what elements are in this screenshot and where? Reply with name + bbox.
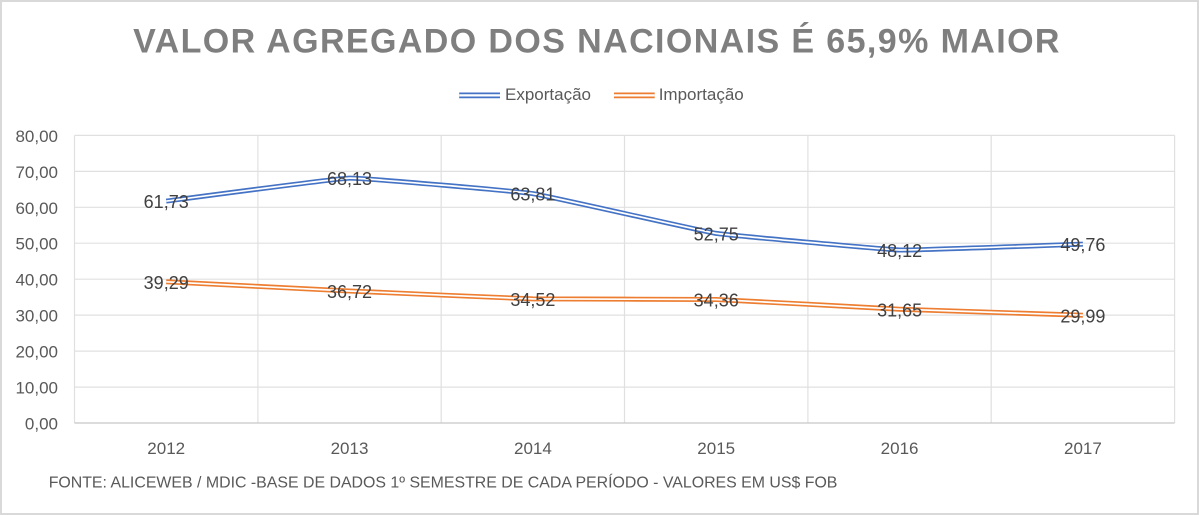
svg-text:70,00: 70,00 — [15, 163, 58, 182]
svg-text:34,52: 34,52 — [510, 290, 555, 310]
svg-text:39,29: 39,29 — [144, 273, 189, 293]
svg-text:2015: 2015 — [697, 439, 735, 458]
svg-text:29,99: 29,99 — [1060, 306, 1105, 326]
svg-text:30,00: 30,00 — [15, 307, 58, 326]
svg-text:Importação: Importação — [659, 85, 744, 104]
svg-text:31,65: 31,65 — [877, 300, 922, 320]
svg-text:48,12: 48,12 — [877, 241, 922, 261]
svg-text:68,13: 68,13 — [327, 169, 372, 189]
svg-text:Exportação: Exportação — [505, 85, 591, 104]
svg-text:2016: 2016 — [881, 439, 919, 458]
svg-text:36,72: 36,72 — [327, 282, 372, 302]
svg-text:2012: 2012 — [147, 439, 185, 458]
svg-text:49,76: 49,76 — [1060, 235, 1105, 255]
svg-text:61,73: 61,73 — [144, 192, 189, 212]
svg-text:2017: 2017 — [1064, 439, 1102, 458]
svg-text:40,00: 40,00 — [15, 271, 58, 290]
svg-text:2013: 2013 — [331, 439, 369, 458]
svg-text:50,00: 50,00 — [15, 235, 58, 254]
svg-text:52,75: 52,75 — [694, 225, 739, 245]
svg-text:VALOR AGREGADO DOS NACIONAIS É: VALOR AGREGADO DOS NACIONAIS É 65,9% MAI… — [133, 23, 1061, 61]
svg-text:34,36: 34,36 — [694, 291, 739, 311]
svg-text:60,00: 60,00 — [15, 199, 58, 218]
svg-text:10,00: 10,00 — [15, 379, 58, 398]
svg-text:0,00: 0,00 — [25, 415, 58, 434]
svg-text:FONTE: ALICEWEB / MDIC -BASE D: FONTE: ALICEWEB / MDIC -BASE DE DADOS 1º… — [49, 473, 838, 492]
svg-text:20,00: 20,00 — [15, 343, 58, 362]
svg-text:2014: 2014 — [514, 439, 552, 458]
svg-text:63,81: 63,81 — [510, 185, 555, 205]
svg-text:80,00: 80,00 — [15, 127, 58, 146]
